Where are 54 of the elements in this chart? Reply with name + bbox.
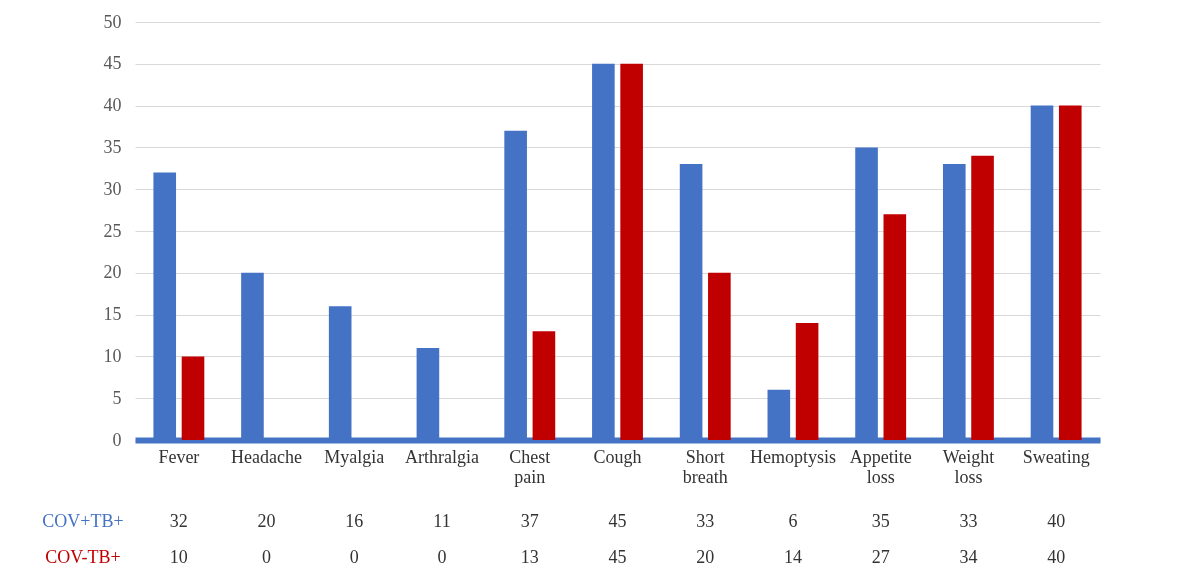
x-tick-label: Weight loss: [942, 446, 995, 487]
y-tick-label: 35: [103, 136, 122, 157]
x-tick-label: Short breath: [682, 446, 728, 487]
bar: [971, 155, 994, 440]
text: COV+TB+: [42, 511, 124, 531]
bar: [1058, 105, 1082, 440]
data-label: 40: [1047, 511, 1066, 531]
y-tick-label: 45: [103, 53, 122, 74]
x-tick-label: Chest pain: [509, 446, 551, 487]
x-tick-label: Hemoptysis: [749, 446, 836, 467]
data-label: 16: [345, 511, 364, 531]
data-label: 14: [783, 547, 802, 567]
y-tick-label: 0: [112, 429, 122, 450]
data-label: 33: [959, 511, 978, 531]
y-tick-label: 50: [103, 11, 122, 32]
bar: [620, 63, 643, 440]
y-tick-label: 40: [103, 95, 122, 116]
x-tick-label: Myalgia: [324, 446, 385, 467]
data-label: 0: [262, 547, 272, 567]
data-label: 27: [871, 547, 890, 567]
y-tick-label: 5: [112, 387, 122, 408]
y-tick-label: 10: [103, 345, 122, 366]
data-label: 20: [257, 511, 276, 531]
data-label: 40: [1047, 547, 1066, 567]
data-label: 0: [349, 547, 359, 567]
data-label: 11: [433, 511, 451, 531]
data-label: 10: [169, 547, 188, 567]
data-label: 37: [520, 511, 539, 531]
data-label: 34: [959, 547, 978, 567]
y-tick-label: 25: [103, 220, 122, 241]
bar: [181, 356, 205, 440]
x-tick-label: Fever: [158, 446, 200, 467]
y-tick-label: 30: [103, 178, 122, 199]
x-tick-label: Cough: [593, 446, 642, 467]
bar: [795, 322, 819, 440]
bar: [708, 272, 731, 440]
x-tick-label: Appetite loss: [849, 446, 912, 487]
y-tick-label: 20: [103, 262, 122, 283]
data-label: 6: [788, 511, 798, 531]
x-tick-label: Arthralgia: [405, 446, 480, 467]
x-tick-label: Sweating: [1022, 446, 1090, 467]
y-tick-label: 15: [103, 304, 122, 325]
data-label: 35: [871, 511, 890, 531]
data-label: 0: [437, 547, 447, 567]
bar: [883, 214, 907, 440]
data-label: 32: [169, 511, 188, 531]
data-label: 45: [608, 511, 627, 531]
bar: [532, 331, 556, 440]
text: COV-TB+: [45, 547, 121, 567]
x-tick-label: Headache: [231, 446, 303, 467]
data-label: 13: [520, 547, 539, 567]
data-label: 20: [696, 547, 715, 567]
data-label: 45: [608, 547, 627, 567]
data-label: 33: [696, 511, 715, 531]
